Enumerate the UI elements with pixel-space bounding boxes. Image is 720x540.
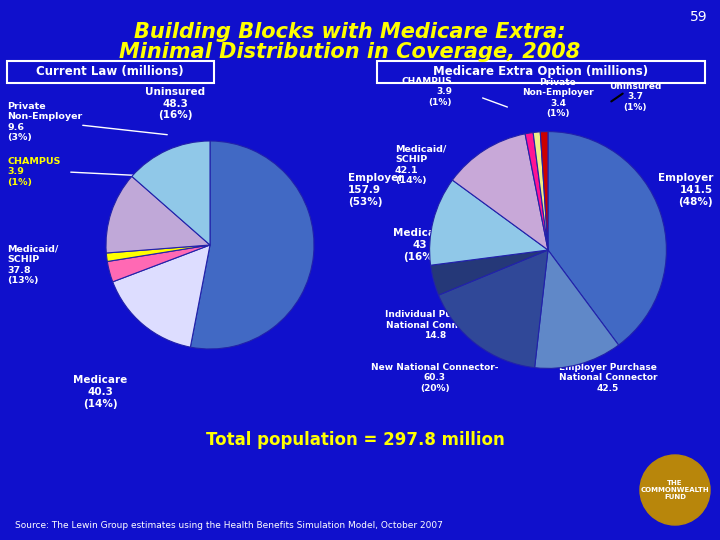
Wedge shape: [190, 141, 314, 349]
Text: Private
Non-Employer
9.6
(3%): Private Non-Employer 9.6 (3%): [7, 102, 82, 142]
Wedge shape: [132, 141, 210, 245]
Text: CHAMPUS
3.9
(1%): CHAMPUS 3.9 (1%): [7, 157, 60, 187]
Text: Uninsured
3.7
(1%): Uninsured 3.7 (1%): [609, 82, 661, 112]
Text: CHAMPUS
3.9
(1%): CHAMPUS 3.9 (1%): [401, 77, 452, 107]
Text: Uninsured
48.3
(16%): Uninsured 48.3 (16%): [145, 87, 205, 120]
Text: Medicare Extra Option (millions): Medicare Extra Option (millions): [433, 65, 649, 78]
Wedge shape: [107, 245, 210, 282]
Text: 59: 59: [690, 10, 708, 24]
Text: Individual Purchase
National Connector
14.8: Individual Purchase National Connector 1…: [384, 310, 485, 340]
Text: Building Blocks with Medicare Extra:: Building Blocks with Medicare Extra:: [134, 22, 566, 42]
Wedge shape: [548, 132, 667, 345]
Text: Private
Non-Employer
3.4
(1%): Private Non-Employer 3.4 (1%): [522, 78, 594, 118]
FancyBboxPatch shape: [7, 61, 214, 83]
Text: Minimal Distribution in Coverage, 2008: Minimal Distribution in Coverage, 2008: [120, 42, 580, 62]
Text: New National Connector-
60.3
(20%): New National Connector- 60.3 (20%): [372, 363, 499, 393]
Text: Source: The Lewin Group estimates using the Health Benefits Simulation Model, Oc: Source: The Lewin Group estimates using …: [15, 522, 443, 530]
Wedge shape: [534, 132, 548, 250]
Wedge shape: [452, 134, 548, 250]
Wedge shape: [106, 177, 210, 253]
FancyBboxPatch shape: [377, 61, 705, 83]
Text: Total population = 297.8 million: Total population = 297.8 million: [206, 431, 505, 449]
Wedge shape: [540, 132, 548, 250]
Text: Medicare
43
(16%): Medicare 43 (16%): [393, 228, 447, 261]
Wedge shape: [431, 250, 548, 295]
Wedge shape: [525, 132, 548, 250]
Text: Employer
141.5
(48%): Employer 141.5 (48%): [657, 173, 713, 207]
Wedge shape: [438, 250, 548, 368]
Circle shape: [640, 455, 710, 525]
Wedge shape: [535, 250, 618, 368]
Text: THE
COMMONWEALTH
FUND: THE COMMONWEALTH FUND: [641, 480, 709, 500]
Wedge shape: [113, 245, 210, 347]
Text: Current Law (millions): Current Law (millions): [36, 65, 184, 78]
Text: Medicare
40.3
(14%): Medicare 40.3 (14%): [73, 375, 127, 409]
Text: Medicaid/
SCHIP
37.8
(13%): Medicaid/ SCHIP 37.8 (13%): [7, 245, 58, 285]
Wedge shape: [430, 180, 548, 265]
Text: Employer Purchase
National Connector
42.5: Employer Purchase National Connector 42.…: [559, 363, 657, 393]
Text: Medicaid/
SCHIP
42.1
(14%): Medicaid/ SCHIP 42.1 (14%): [395, 145, 446, 185]
Text: Employer
157.9
(53%): Employer 157.9 (53%): [348, 173, 403, 207]
Wedge shape: [107, 245, 210, 261]
